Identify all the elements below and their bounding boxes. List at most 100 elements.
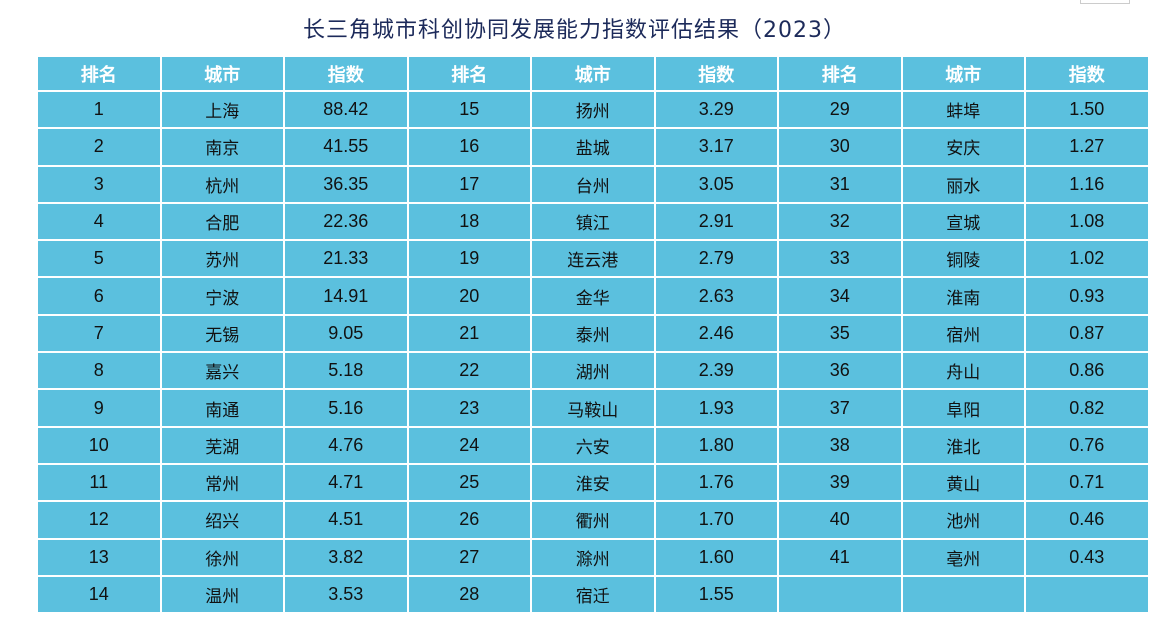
- table-row: 13 徐州 3.82 27 滁州 1.60 41 亳州 0.43: [36, 537, 1149, 577]
- cell-rank: 13: [36, 537, 162, 577]
- header-city: 城市: [900, 55, 1026, 92]
- cell-index: 88.42: [283, 89, 409, 130]
- cell-rank: 27: [406, 537, 532, 577]
- cell-city: 亳州: [900, 537, 1026, 577]
- cell-index: 3.05: [653, 164, 779, 204]
- cell-index: 1.80: [653, 425, 779, 465]
- cell-rank: 2: [36, 127, 162, 167]
- cell-index: 21.33: [283, 239, 409, 279]
- cell-rank: 26: [406, 500, 532, 540]
- cell-index: 3.29: [653, 89, 779, 130]
- cell-index: 1.60: [653, 537, 779, 577]
- cell-index: 2.79: [653, 239, 779, 279]
- table-row: 7 无锡 9.05 21 泰州 2.46 35 宿州 0.87: [36, 313, 1149, 354]
- header-index: 指数: [283, 55, 409, 92]
- cell-rank: 1: [36, 89, 162, 130]
- cell-city: 安庆: [900, 127, 1026, 167]
- table-row: 5 苏州 21.33 19 连云港 2.79 33 铜陵 1.02: [36, 239, 1149, 279]
- table-row: 1 上海 88.42 15 扬州 3.29 29 蚌埠 1.50: [36, 89, 1149, 130]
- header-city: 城市: [159, 55, 285, 92]
- cell-index: 1.27: [1024, 127, 1149, 167]
- cell-index: 4.71: [283, 462, 409, 503]
- cell-city: 湖州: [530, 351, 656, 391]
- cell-index: 1.08: [1024, 201, 1149, 242]
- cell-rank: 40: [777, 500, 903, 540]
- corner-box: [1080, 0, 1130, 4]
- cell-rank: 24: [406, 425, 532, 465]
- empty-cell: [1024, 574, 1149, 615]
- cell-city: 盐城: [530, 127, 656, 167]
- cell-rank: 30: [777, 127, 903, 167]
- cell-city: 温州: [159, 574, 285, 615]
- cell-index: 2.46: [653, 313, 779, 354]
- cell-rank: 17: [406, 164, 532, 204]
- cell-city: 台州: [530, 164, 656, 204]
- cell-index: 1.93: [653, 388, 779, 428]
- header-row: 排名 城市 指数 排名 城市 指数 排名 城市 指数: [36, 55, 1149, 92]
- cell-rank: 38: [777, 425, 903, 465]
- cell-city: 铜陵: [900, 239, 1026, 279]
- cell-rank: 34: [777, 276, 903, 316]
- cell-city: 宿州: [900, 313, 1026, 354]
- cell-index: 0.71: [1024, 462, 1149, 503]
- cell-index: 0.82: [1024, 388, 1149, 428]
- cell-city: 常州: [159, 462, 285, 503]
- cell-rank: 18: [406, 201, 532, 242]
- cell-index: 1.70: [653, 500, 779, 540]
- table-row: 12 绍兴 4.51 26 衢州 1.70 40 池州 0.46: [36, 500, 1149, 540]
- cell-city: 苏州: [159, 239, 285, 279]
- cell-city: 六安: [530, 425, 656, 465]
- cell-rank: 29: [777, 89, 903, 130]
- cell-index: 1.55: [653, 574, 779, 615]
- cell-city: 芜湖: [159, 425, 285, 465]
- table-row: 11 常州 4.71 25 淮安 1.76 39 黄山 0.71: [36, 462, 1149, 503]
- cell-rank: 31: [777, 164, 903, 204]
- cell-index: 5.18: [283, 351, 409, 391]
- header-index: 指数: [653, 55, 779, 92]
- cell-rank: 39: [777, 462, 903, 503]
- cell-city: 丽水: [900, 164, 1026, 204]
- cell-index: 36.35: [283, 164, 409, 204]
- cell-city: 杭州: [159, 164, 285, 204]
- cell-rank: 11: [36, 462, 162, 503]
- cell-rank: 3: [36, 164, 162, 204]
- cell-city: 泰州: [530, 313, 656, 354]
- cell-rank: 5: [36, 239, 162, 279]
- cell-city: 嘉兴: [159, 351, 285, 391]
- cell-index: 2.63: [653, 276, 779, 316]
- cell-rank: 37: [777, 388, 903, 428]
- cell-city: 马鞍山: [530, 388, 656, 428]
- cell-index: 1.76: [653, 462, 779, 503]
- cell-index: 0.76: [1024, 425, 1149, 465]
- cell-city: 宿迁: [530, 574, 656, 615]
- header-rank: 排名: [406, 55, 532, 92]
- cell-index: 4.76: [283, 425, 409, 465]
- header-rank: 排名: [777, 55, 903, 92]
- cell-city: 南通: [159, 388, 285, 428]
- cell-rank: 15: [406, 89, 532, 130]
- cell-rank: 21: [406, 313, 532, 354]
- cell-city: 无锡: [159, 313, 285, 354]
- cell-rank: 32: [777, 201, 903, 242]
- cell-city: 绍兴: [159, 500, 285, 540]
- cell-index: 2.91: [653, 201, 779, 242]
- cell-index: 0.93: [1024, 276, 1149, 316]
- cell-index: 3.82: [283, 537, 409, 577]
- cell-index: 0.86: [1024, 351, 1149, 391]
- cell-index: 22.36: [283, 201, 409, 242]
- cell-rank: 7: [36, 313, 162, 354]
- cell-index: 3.17: [653, 127, 779, 167]
- cell-rank: 10: [36, 425, 162, 465]
- cell-rank: 20: [406, 276, 532, 316]
- cell-rank: 35: [777, 313, 903, 354]
- empty-cell: [777, 574, 903, 615]
- table-row: 8 嘉兴 5.18 22 湖州 2.39 36 舟山 0.86: [36, 351, 1149, 391]
- page-title: 长三角城市科创协同发展能力指数评估结果（2023）: [303, 18, 846, 43]
- cell-index: 9.05: [283, 313, 409, 354]
- cell-city: 宁波: [159, 276, 285, 316]
- cell-city: 淮北: [900, 425, 1026, 465]
- cell-rank: 12: [36, 500, 162, 540]
- cell-rank: 22: [406, 351, 532, 391]
- cell-index: 3.53: [283, 574, 409, 615]
- cell-rank: 8: [36, 351, 162, 391]
